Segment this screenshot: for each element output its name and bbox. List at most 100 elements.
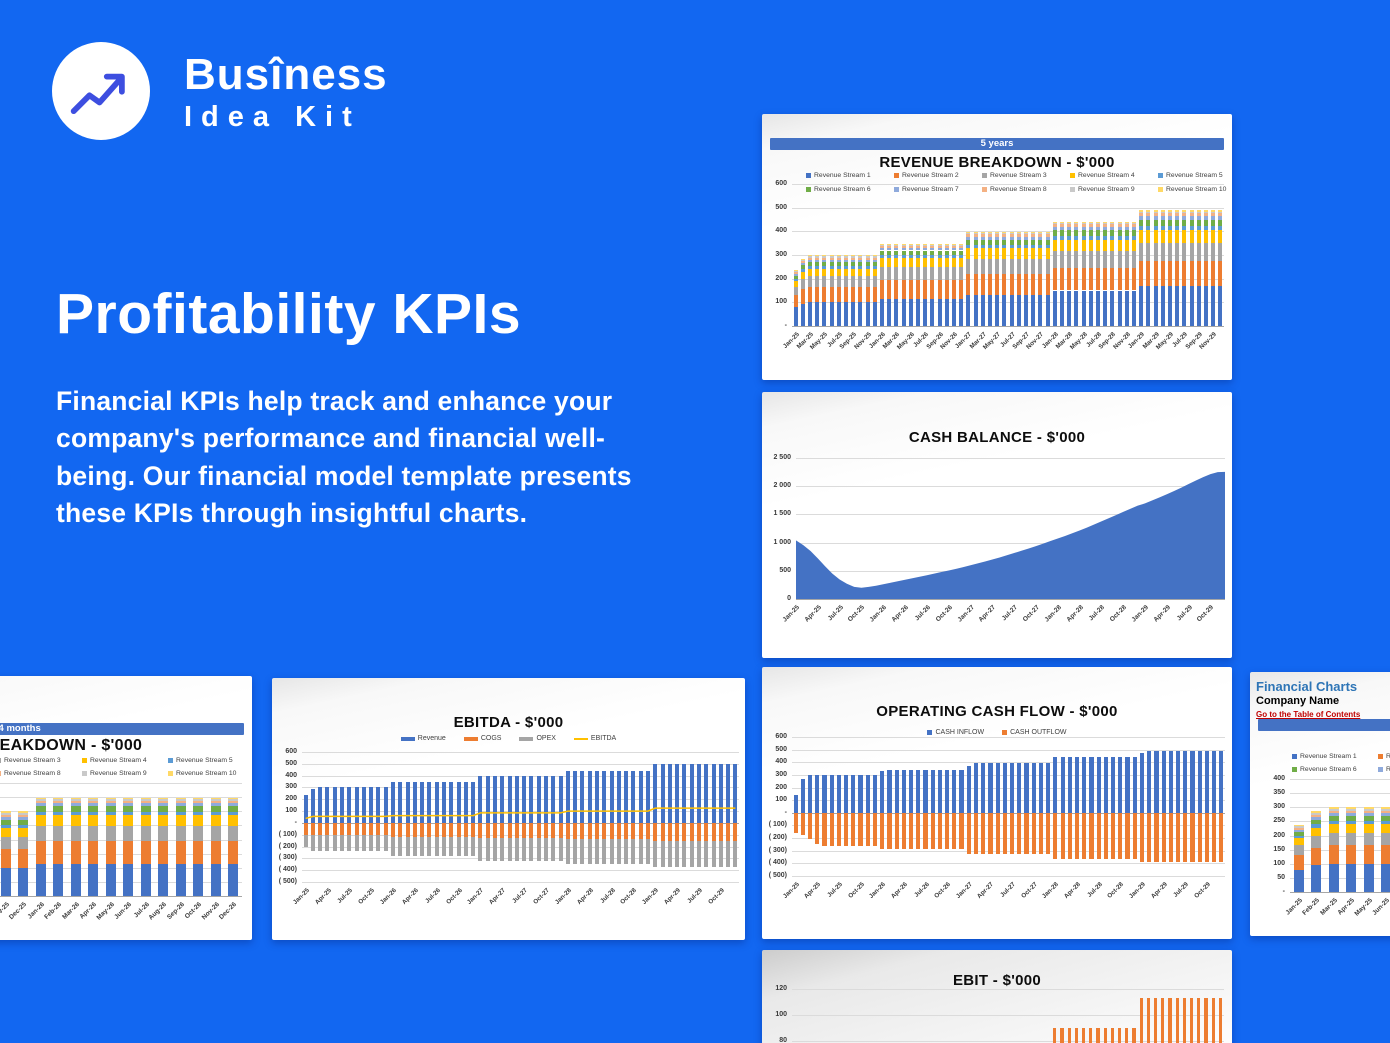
bar-segment <box>1160 211 1165 214</box>
bar-segment <box>1139 211 1144 214</box>
bar-segment <box>660 840 665 868</box>
bar-segment <box>901 250 906 256</box>
bar-segment <box>228 800 239 803</box>
bar-segment <box>18 814 29 818</box>
bar-segment <box>887 298 892 326</box>
bar-segment <box>973 244 978 249</box>
bar-segment <box>175 799 186 801</box>
gridline <box>1290 821 1390 823</box>
bar-segment <box>580 822 585 840</box>
bar-segment <box>1117 239 1122 252</box>
bar-segment <box>398 822 403 837</box>
bar-segment <box>966 812 971 854</box>
gridline <box>1290 863 1390 865</box>
bar-segment <box>793 795 798 813</box>
legend-swatch <box>1002 730 1008 735</box>
bar-segment <box>815 257 820 260</box>
bar-segment <box>1168 213 1172 217</box>
table-of-contents-link[interactable]: Go to the Table of Contents <box>1256 710 1361 719</box>
bar-segment <box>1175 211 1180 214</box>
bar-segment <box>1381 845 1390 864</box>
bar-segment <box>858 276 863 287</box>
bar-segment <box>105 805 116 812</box>
bar-segment <box>123 805 134 812</box>
bar-segment <box>916 280 920 299</box>
bar-segment <box>1074 227 1079 231</box>
bar-segment <box>514 776 519 823</box>
bar-segment <box>930 255 935 259</box>
bar-segment <box>18 811 29 813</box>
bar-segment <box>449 782 454 823</box>
bar-segment <box>1168 211 1172 214</box>
bar-segment <box>1168 216 1172 220</box>
bar-segment <box>995 248 1000 259</box>
bar-segment <box>1190 750 1195 813</box>
legend-label: CASH INFLOW <box>935 729 985 736</box>
bar-segment <box>1211 219 1216 227</box>
bar-segment <box>1103 227 1108 231</box>
bar-segment <box>1175 226 1180 231</box>
legend-swatch <box>573 737 588 740</box>
bar-segment <box>815 262 820 267</box>
bar-segment <box>53 825 64 842</box>
legend-swatch <box>463 736 478 741</box>
bar-segment <box>105 802 116 806</box>
bar-segment <box>1088 239 1093 252</box>
bar-segment <box>1132 223 1136 225</box>
bar-segment <box>529 822 534 839</box>
bar-segment <box>851 812 856 846</box>
bar-segment <box>1175 998 1179 1043</box>
bar-segment <box>35 815 46 826</box>
bar-segment <box>638 839 643 865</box>
bar-segment <box>872 302 877 326</box>
bar-segment <box>543 838 548 861</box>
bar-segment <box>1052 223 1057 225</box>
bar-segment <box>1160 219 1165 227</box>
bar-segment <box>398 836 403 857</box>
bar-segment <box>1124 290 1129 326</box>
bar-segment <box>18 819 29 825</box>
legend-swatch <box>982 173 987 178</box>
bar-segment <box>354 822 359 836</box>
gridline <box>792 278 1224 280</box>
bar-segment <box>1124 224 1129 228</box>
bar-segment <box>1132 224 1136 228</box>
bar-segment <box>966 273 971 295</box>
legend-item: Revenue Stream 5 <box>1158 172 1223 179</box>
bar-segment <box>485 776 490 823</box>
bar-segment <box>158 825 169 842</box>
bar-segment <box>0 849 11 868</box>
bar-segment <box>1196 219 1201 227</box>
bar-segment <box>880 244 884 246</box>
bar-segment <box>937 247 942 251</box>
bar-segment <box>1204 219 1208 227</box>
bar-segment <box>88 798 99 800</box>
bar-segment <box>894 245 899 246</box>
bar-segment <box>1160 260 1165 286</box>
bar-segment <box>1328 824 1339 833</box>
bar-segment <box>376 787 381 823</box>
bar-segment <box>959 812 964 850</box>
bar-segment <box>140 799 151 801</box>
bar-segment <box>916 267 920 281</box>
bar-segment <box>1031 762 1036 813</box>
bar-segment <box>887 250 892 256</box>
bar-segment <box>829 269 834 277</box>
legend-swatch <box>806 187 811 192</box>
bar-segment <box>1045 233 1050 235</box>
bar-segment <box>228 863 239 896</box>
bar-segment <box>1346 824 1357 833</box>
bar-segment <box>88 811 99 816</box>
bar-segment <box>228 825 239 842</box>
gridline <box>302 775 739 777</box>
bar-segment <box>944 245 949 246</box>
bar-segment <box>1160 243 1165 261</box>
bar-segment <box>427 782 432 823</box>
panel-ebit: EBIT - $'000 120 100 80 <box>762 950 1232 1043</box>
bar-segment <box>0 867 11 896</box>
bar-segment <box>1045 234 1050 237</box>
bar-segment <box>836 256 841 258</box>
bar-segment <box>952 245 956 246</box>
gridline <box>302 870 739 872</box>
bar-segment <box>471 782 476 823</box>
